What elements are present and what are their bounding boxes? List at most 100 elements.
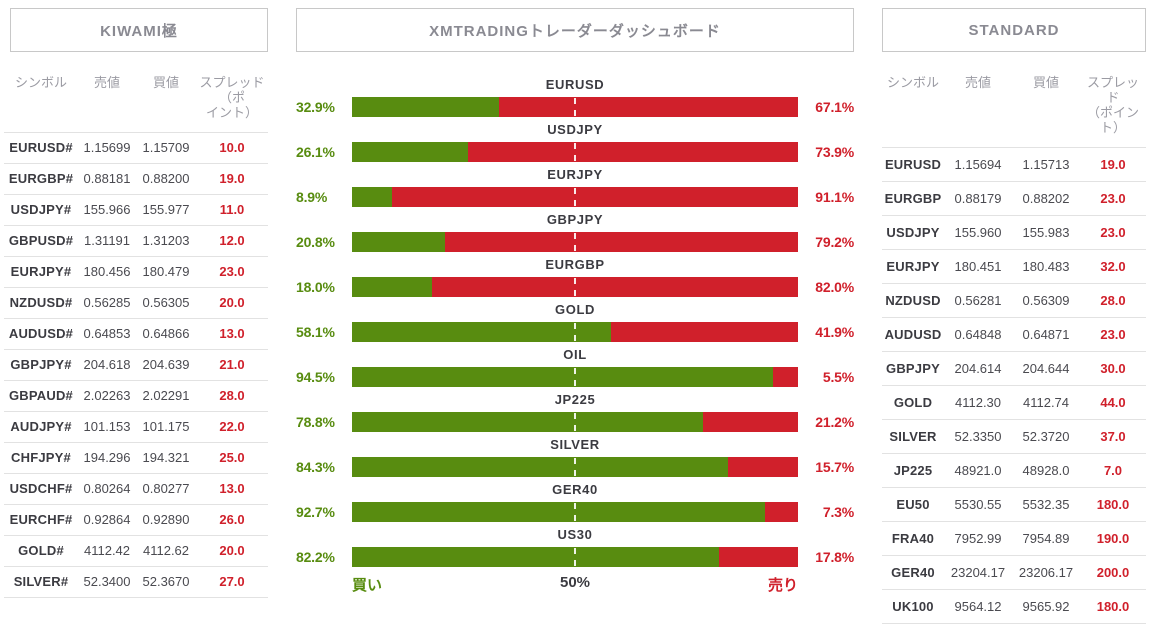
standard-spread-cell: 23.0	[1080, 181, 1146, 216]
kiwami-row: EURUSD# 1.15699 1.15709 10.0	[4, 132, 268, 164]
dashboard-panel: XMTRADINGトレーダーダッシュボード EURUSD 32.9% 67.1% US…	[296, 8, 854, 624]
kiwami-spread-cell: 10.0	[196, 132, 268, 164]
bar-symbol-label: SILVER	[550, 437, 600, 452]
bar-symbol-label: EURUSD	[545, 77, 605, 92]
kiwami-symbol-cell: GBPJPY#	[4, 349, 78, 381]
bar-row: 92.7% 7.3%	[296, 502, 854, 522]
kiwami-bid-cell: 0.64853	[78, 318, 136, 350]
kiwami-bid-cell: 52.3400	[78, 566, 136, 598]
kiwami-header-spread: スプレッド（ポ イント）	[199, 75, 265, 120]
sentiment-bar-track	[352, 367, 798, 387]
standard-spread-cell: 30.0	[1080, 351, 1146, 386]
kiwami-bid-cell: 0.92864	[78, 504, 136, 536]
buy-percent-label: 8.9%	[296, 189, 328, 205]
kiwami-panel: KIWAMI極 シンボル 売値 買値 スプレッド（ポ イント） EURUSD# 1…	[4, 8, 268, 624]
kiwami-bid-cell: 194.296	[78, 442, 136, 474]
fifty-percent-marker	[574, 233, 576, 251]
sentiment-bar-group: GBPJPY 20.8% 79.2%	[296, 212, 854, 252]
kiwami-ask-cell: 1.31203	[136, 225, 196, 257]
bar-row: 26.1% 73.9%	[296, 142, 854, 162]
sell-segment	[773, 367, 798, 387]
kiwami-spread-cell: 20.0	[196, 535, 268, 567]
standard-bid-cell: 180.451	[944, 249, 1012, 284]
kiwami-row: CHFJPY# 194.296 194.321 25.0	[4, 442, 268, 474]
standard-bid-cell: 0.64848	[944, 317, 1012, 352]
sell-percent-label: 67.1%	[815, 99, 854, 115]
kiwami-bid-cell: 101.153	[78, 411, 136, 443]
standard-bid-cell: 7952.99	[944, 521, 1012, 556]
standard-spread-cell: 44.0	[1080, 385, 1146, 420]
bar-row: 8.9% 91.1%	[296, 187, 854, 207]
kiwami-row: AUDUSD# 0.64853 0.64866 13.0	[4, 318, 268, 350]
buy-segment	[352, 322, 612, 342]
standard-row: EU50 5530.55 5532.35 180.0	[882, 487, 1146, 522]
kiwami-header-bid: 売値	[93, 75, 120, 90]
standard-ask-cell: 48928.0	[1012, 453, 1080, 488]
sentiment-bar-group: EURGBP 18.0% 82.0%	[296, 257, 854, 297]
standard-row: GBPJPY 204.614 204.644 30.0	[882, 351, 1146, 386]
sell-segment	[498, 97, 798, 117]
standard-bid-cell: 52.3350	[944, 419, 1012, 454]
bar-symbol-label: OIL	[563, 347, 587, 362]
kiwami-spread-cell: 13.0	[196, 318, 268, 350]
standard-spread-cell: 200.0	[1080, 555, 1146, 590]
bar-symbol-label: EURGBP	[545, 257, 605, 272]
standard-spread-cell: 190.0	[1080, 521, 1146, 556]
sentiment-bar-group: GER40 92.7% 7.3%	[296, 482, 854, 522]
standard-symbol-cell: FRA40	[882, 521, 944, 556]
fifty-percent-marker	[574, 323, 576, 341]
kiwami-symbol-cell: AUDUSD#	[4, 318, 78, 350]
sell-percent-label: 91.1%	[815, 189, 854, 205]
kiwami-table: シンボル 売値 買値 スプレッド（ポ イント） EURUSD# 1.15699 1.…	[4, 52, 268, 598]
kiwami-row: USDJPY# 155.966 155.977 11.0	[4, 194, 268, 226]
standard-title-box: STANDARD	[882, 8, 1146, 52]
standard-bid-cell: 23204.17	[944, 555, 1012, 590]
fifty-percent-marker	[574, 413, 576, 431]
standard-ask-cell: 1.15713	[1012, 147, 1080, 182]
sell-segment	[611, 322, 798, 342]
standard-bid-cell: 5530.55	[944, 487, 1012, 522]
standard-spread-cell: 28.0	[1080, 283, 1146, 318]
kiwami-ask-cell: 0.92890	[136, 504, 196, 536]
kiwami-ask-cell: 52.3670	[136, 566, 196, 598]
axis-spacer-left	[296, 574, 352, 595]
kiwami-symbol-cell: USDCHF#	[4, 473, 78, 505]
sell-percent-label: 5.5%	[822, 369, 854, 385]
kiwami-ask-cell: 0.64866	[136, 318, 196, 350]
sentiment-bar-group: GOLD 58.1% 41.9%	[296, 302, 854, 342]
standard-row: JP225 48921.0 48928.0 7.0	[882, 453, 1146, 488]
standard-symbol-cell: EURJPY	[882, 249, 944, 284]
sell-segment	[718, 547, 798, 567]
standard-row: GER40 23204.17 23206.17 200.0	[882, 555, 1146, 590]
kiwami-spread-cell: 27.0	[196, 566, 268, 598]
buy-percent-label: 32.9%	[296, 99, 335, 115]
buy-percent-label: 18.0%	[296, 279, 335, 295]
kiwami-spread-cell: 25.0	[196, 442, 268, 474]
bar-row: 82.2% 17.8%	[296, 547, 854, 567]
standard-symbol-cell: GBPJPY	[882, 351, 944, 386]
kiwami-symbol-cell: EURUSD#	[4, 132, 78, 164]
standard-spread-cell: 37.0	[1080, 419, 1146, 454]
kiwami-symbol-cell: AUDJPY#	[4, 411, 78, 443]
axis-spacer-right	[798, 574, 854, 595]
fifty-percent-marker	[574, 143, 576, 161]
kiwami-ask-cell: 0.80277	[136, 473, 196, 505]
buy-segment	[352, 97, 499, 117]
kiwami-ask-cell: 204.639	[136, 349, 196, 381]
kiwami-symbol-cell: GBPUSD#	[4, 225, 78, 257]
bar-symbol-label: EURJPY	[547, 167, 603, 182]
standard-bid-cell: 155.960	[944, 215, 1012, 250]
standard-ask-cell: 5532.35	[1012, 487, 1080, 522]
buy-segment	[352, 277, 433, 297]
sentiment-bar-track	[352, 322, 798, 342]
standard-symbol-cell: EURGBP	[882, 181, 944, 216]
bar-symbol-label: USDJPY	[547, 122, 603, 137]
sentiment-bar-track	[352, 547, 798, 567]
kiwami-header-ask: 買値	[152, 75, 179, 90]
kiwami-row: GOLD# 4112.42 4112.62 20.0	[4, 535, 268, 567]
standard-symbol-cell: EU50	[882, 487, 944, 522]
sentiment-bar-track	[352, 277, 798, 297]
sell-percent-label: 15.7%	[815, 459, 854, 475]
standard-ask-cell: 0.56309	[1012, 283, 1080, 318]
